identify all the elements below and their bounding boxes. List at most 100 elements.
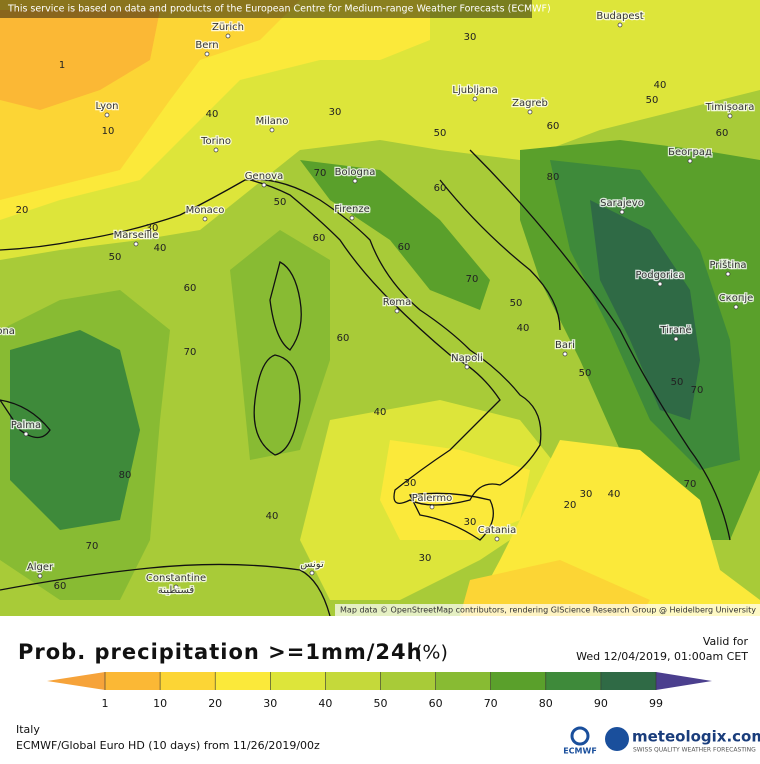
contour-label: 70 [684, 479, 697, 490]
colorbar-tick-label: 1 [102, 697, 109, 710]
city-label: Budapest [596, 11, 643, 22]
city-label: Constantine [146, 573, 206, 584]
contour-label: 20 [564, 500, 577, 511]
contour-label: 50 [434, 128, 447, 139]
legend-title: Prob. precipitation >=1mm/24h [18, 640, 423, 664]
coastlines [0, 149, 731, 616]
city-label: Palermo [412, 493, 452, 504]
colorbar-tick-label: 99 [649, 697, 663, 710]
field [0, 10, 160, 110]
contour-label: 60 [337, 333, 350, 344]
contour-label: 70 [314, 168, 327, 179]
city-label: Timișoara [705, 102, 755, 113]
contour-label: 50 [579, 368, 592, 379]
contour-label: 60 [184, 283, 197, 294]
city-dot [394, 308, 400, 314]
contour-label: 40 [654, 80, 667, 91]
city-dot [619, 209, 625, 215]
colorbar-segment [215, 672, 271, 690]
city-dot [23, 431, 29, 437]
city-label: Podgorica [635, 270, 684, 281]
city-dot [133, 241, 139, 247]
city-dot [464, 364, 470, 370]
contour-label: 40 [517, 323, 530, 334]
city-label: Milano [256, 116, 289, 127]
city-label: Bern [195, 40, 218, 51]
ecmwf-logo [570, 726, 590, 746]
city-label: Marseille [114, 230, 159, 241]
contour-label: 60 [547, 121, 560, 132]
attribution-box [335, 604, 760, 616]
contour-label: 50 [109, 252, 122, 263]
city-dot [204, 51, 210, 57]
city-dot [37, 573, 43, 579]
coast-africa [0, 563, 331, 616]
contour-label: 60 [54, 581, 67, 592]
city-dot [309, 570, 315, 576]
map: Budapest Bern Zürich Lyon Milano Torino Ljublj… [0, 0, 760, 616]
notice-box [0, 0, 532, 18]
colorbar-tick-label: 40 [318, 697, 332, 710]
city-dot [617, 22, 623, 28]
city-dot [673, 336, 679, 342]
field [380, 440, 530, 540]
colorbar-segment [490, 672, 546, 690]
contour-label: 30 [419, 553, 432, 564]
valid-time: Wed 12/04/2019, 01:00am CET [576, 650, 748, 663]
colorbar-tick-label: 20 [208, 697, 222, 710]
valid-label: Valid for [703, 635, 749, 648]
city-dot [527, 109, 533, 115]
contour-label: 70 [691, 385, 704, 396]
city-dot [687, 158, 693, 164]
city-label: Roma [383, 297, 412, 308]
contour-label: 30 [146, 223, 159, 234]
city-dot [202, 216, 208, 222]
brand-logo [605, 727, 629, 751]
contour-label: 70 [184, 347, 197, 358]
colorbar-tick-label: 10 [153, 697, 167, 710]
contour-label: 80 [547, 172, 560, 183]
city-label: Monaco [186, 205, 225, 216]
contour-label: 40 [608, 489, 621, 500]
contour-label: 40 [154, 243, 167, 254]
contour-label: 30 [464, 32, 477, 43]
contour-label: 40 [374, 407, 387, 418]
tagline: SWISS QUALITY WEATHER FORECASTING [633, 747, 756, 754]
colorbar-segment [270, 672, 326, 690]
colorbar-tick-label: 50 [374, 697, 388, 710]
city-label: Sarajevo [600, 198, 644, 209]
colorbar-segment [545, 672, 601, 690]
city-label: Zürich [212, 22, 244, 33]
colorbar-tick-label: 60 [429, 697, 443, 710]
colorbar-tick-label: 70 [484, 697, 498, 710]
model-run: ECMWF/Global Euro HD (10 days) from 11/2… [16, 739, 320, 752]
city-label: Скопје [719, 292, 754, 304]
city-dot [562, 351, 568, 357]
colorbar-arrow-high [656, 672, 712, 690]
city-label: تونس [300, 559, 324, 570]
contour-label: 60 [313, 233, 326, 244]
colorbar-tick-label: 90 [594, 697, 608, 710]
contour-label: 20 [16, 205, 29, 216]
colorbar: 1 10 20 30 40 50 60 70 80 90 99 [47, 672, 712, 710]
city-dot [472, 96, 478, 102]
city-label: قسنطينة [158, 585, 195, 596]
contour-label: 30 [580, 489, 593, 500]
city-label: Tiranë [659, 325, 691, 336]
city-label: Torino [200, 136, 231, 147]
coast-corsica [269, 261, 302, 351]
field [10, 330, 140, 530]
colorbar-tick-label: 80 [539, 697, 553, 710]
city-label: Bari [555, 340, 575, 351]
field [300, 160, 490, 310]
colorbar-segment [105, 672, 161, 690]
city-label: Београд [668, 147, 712, 158]
contour-label: 60 [398, 242, 411, 253]
colorbar-segment [380, 672, 436, 690]
city-label: Catania [478, 525, 516, 536]
city-label: Alger [27, 562, 54, 573]
colorbar-arrow-low [47, 672, 105, 690]
contour-label: 30 [464, 517, 477, 528]
colorbar-segment [160, 672, 216, 690]
